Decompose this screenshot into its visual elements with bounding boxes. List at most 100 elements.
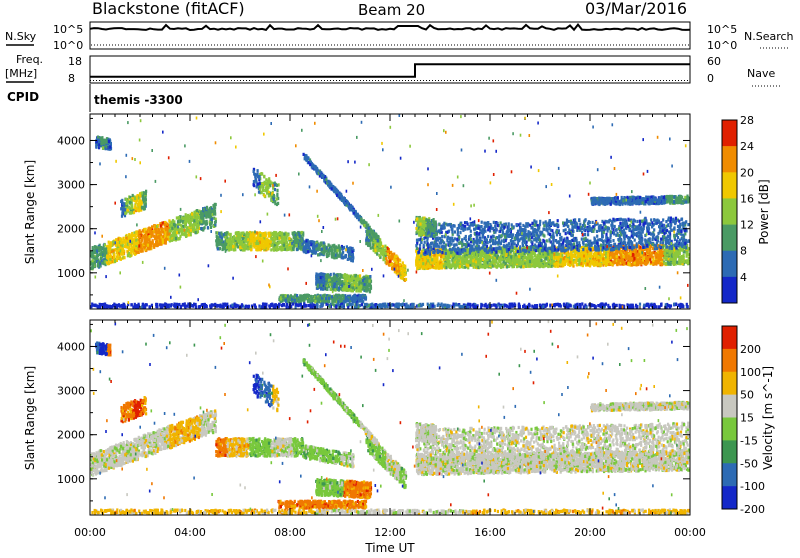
heatmap-cell <box>352 259 354 262</box>
heatmap-cell <box>175 237 177 240</box>
heatmap-cell <box>151 233 153 236</box>
heatmap-cell <box>207 226 209 229</box>
heatmap-cell <box>320 276 322 279</box>
heatmap-cell <box>272 238 274 241</box>
heatmap-cell <box>119 237 121 240</box>
heatmap-cell <box>378 254 380 257</box>
heatmap-cell <box>140 237 142 240</box>
heatmap-cell <box>335 189 337 192</box>
heatmap-cell <box>256 173 258 176</box>
heatmap-cell <box>194 211 196 214</box>
heatmap-cell <box>156 238 158 241</box>
noise-left-tick-bottom: 10^0 <box>53 39 83 52</box>
heatmap-cell <box>226 239 228 242</box>
heatmap-cell <box>332 256 334 259</box>
heatmap-cell <box>322 176 324 179</box>
heatmap-cell <box>270 240 272 243</box>
heatmap-cell <box>141 201 143 204</box>
heatmap-cell <box>343 274 345 277</box>
freq-panel: Freq. [MHz] 18 8 60 0 Nave <box>5 53 780 86</box>
heatmap-cell <box>266 238 268 241</box>
heatmap-cell <box>384 245 386 248</box>
heatmap-cell <box>110 261 112 264</box>
cpid-panel: CPID themis -3300 <box>7 84 183 112</box>
heatmap-cell <box>162 238 164 241</box>
heatmap-cell <box>206 212 208 215</box>
heatmap-cell <box>187 214 189 217</box>
heatmap-cell <box>377 247 379 250</box>
heatmap-cell <box>221 243 223 246</box>
heatmap-cell <box>266 192 268 195</box>
heatmap-cell <box>379 249 381 252</box>
heatmap-cell <box>279 236 281 239</box>
heatmap-cell <box>390 263 392 266</box>
heatmap-cell <box>356 283 358 286</box>
heatmap-cell <box>241 237 243 240</box>
heatmap-cell <box>253 239 255 242</box>
heatmap-cell <box>334 246 336 249</box>
noise-right-tick-top: 10^5 <box>707 23 737 36</box>
heatmap-cell <box>295 244 297 247</box>
heatmap-cell <box>348 279 350 282</box>
heatmap-cell <box>246 231 248 234</box>
heatmap-cell <box>368 242 370 245</box>
heatmap-cell <box>253 183 255 186</box>
heatmap-cell <box>253 244 255 247</box>
heatmap-cell <box>176 216 178 219</box>
heatmap-cell <box>344 254 346 257</box>
heatmap-cell <box>220 235 222 238</box>
heatmap-cell <box>162 221 164 224</box>
heatmap-cell <box>347 201 349 204</box>
heatmap-cell <box>403 264 405 267</box>
heatmap-cell <box>405 278 407 281</box>
heatmap-cell <box>92 248 94 251</box>
heatmap-cell <box>153 244 155 247</box>
heatmap-cell <box>293 231 295 234</box>
heatmap-cell <box>120 200 122 203</box>
heatmap-cell <box>358 286 360 289</box>
heatmap-cell <box>352 286 354 289</box>
heatmap-cell <box>105 247 107 250</box>
heatmap-cell <box>190 233 192 236</box>
heatmap-cell <box>120 258 122 261</box>
heatmap-cell <box>128 206 130 209</box>
heatmap-cell <box>283 238 285 241</box>
heatmap-cell <box>219 247 221 250</box>
heatmap-cell <box>379 245 381 248</box>
heatmap-cell <box>91 267 93 270</box>
freq-tick-top: 18 <box>68 55 82 68</box>
heatmap-cell <box>169 235 171 238</box>
heatmap-cell <box>138 209 140 212</box>
heatmap-cell <box>318 247 320 250</box>
freq-panel-frame <box>90 56 690 83</box>
heatmap-cell <box>98 143 100 146</box>
freq-label-1: Freq. <box>16 53 43 66</box>
heatmap-cell <box>312 244 314 247</box>
heatmap-cell <box>258 245 260 248</box>
heatmap-cell <box>176 231 178 234</box>
heatmap-cell <box>255 179 257 182</box>
heatmap-cell <box>239 246 241 249</box>
heatmap-cell <box>368 239 370 242</box>
radar-title: Blackstone (fitACF) <box>92 0 245 18</box>
heatmap-cell <box>123 256 125 259</box>
heatmap-cell <box>94 246 96 249</box>
heatmap-cell <box>103 248 105 251</box>
heatmap-cell <box>349 253 351 256</box>
heatmap-cell <box>96 254 98 257</box>
heatmap-cell <box>319 171 321 174</box>
heatmap-cell <box>230 242 232 245</box>
heatmap-cell <box>305 244 307 247</box>
heatmap-cell <box>124 242 126 245</box>
cpid-value: themis -3300 <box>94 93 183 107</box>
heatmap-cell <box>362 287 364 290</box>
heatmap-cell <box>108 245 110 248</box>
heatmap-cell <box>112 240 114 243</box>
heatmap-cell <box>342 251 344 254</box>
heatmap-cell <box>208 211 210 214</box>
heatmap-cell <box>145 198 147 201</box>
heatmap-cell <box>243 248 245 251</box>
heatmap-cell <box>400 267 402 270</box>
heatmap-cell <box>347 258 349 261</box>
